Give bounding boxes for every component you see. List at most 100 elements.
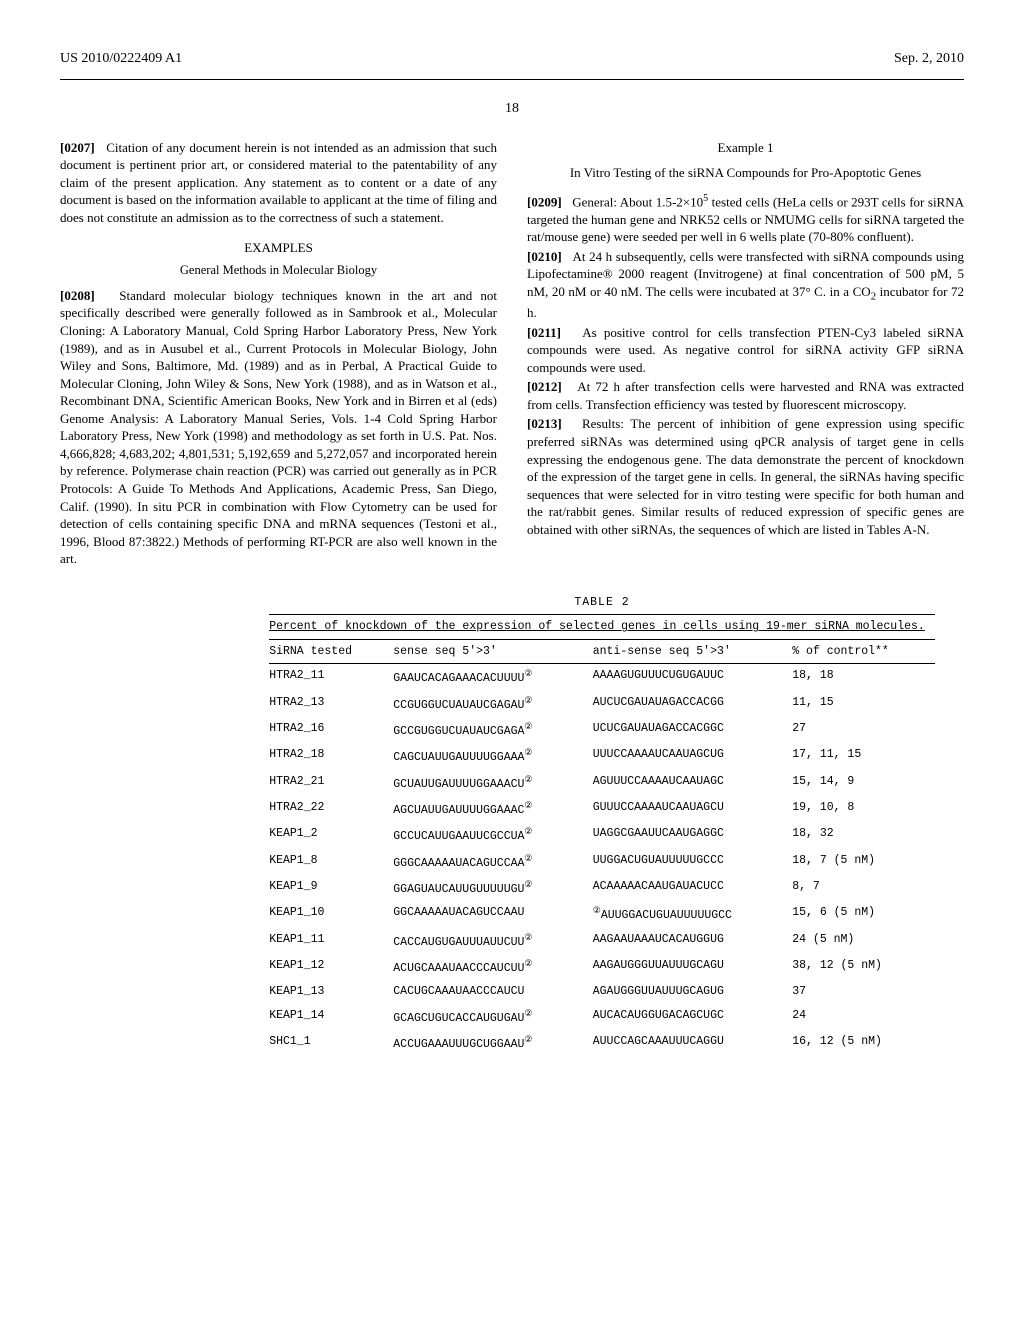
table-row: KEAP1_13CACUGCAAAUAACCCAUCUAGAUGGGUUAUUU… — [269, 980, 935, 1004]
cell-pct: 19, 10, 8 — [792, 796, 935, 822]
para-number: [0212] — [527, 379, 562, 394]
cell-pct: 15, 6 (5 nM) — [792, 901, 935, 927]
cell-name: KEAP1_11 — [269, 928, 393, 954]
table-row: KEAP1_12ACUGCAAAUAACCCAUCUU②AAGAUGGGUUAU… — [269, 954, 935, 980]
cell-antisense: AGUUUCCAAAAUCAAUAGC — [593, 770, 792, 796]
cell-pct: 17, 11, 15 — [792, 743, 935, 769]
cell-sense: AGCUAUUGAUUUUGGAAAC② — [393, 796, 592, 822]
cell-name: KEAP1_14 — [269, 1004, 393, 1030]
left-column: [0207] Citation of any document herein i… — [60, 139, 497, 570]
cell-antisense: AGAUGGGUUAUUUGCAGUG — [593, 980, 792, 1004]
cell-antisense: GUUUCCAAAAUCAAUAGCU — [593, 796, 792, 822]
table-row: HTRA2_16GCCGUGGUCUAUAUCGAGA②UCUCGAUAUAGA… — [269, 717, 935, 743]
cell-sense: GGCAAAAAUACAGUCCAAU — [393, 901, 592, 927]
cell-pct: 24 (5 nM) — [792, 928, 935, 954]
para-text: At 72 h after transfection cells were ha… — [527, 379, 964, 412]
cell-name: HTRA2_11 — [269, 664, 393, 691]
table-row: HTRA2_18CAGCUAUUGAUUUUGGAAA②UUUCCAAAAUCA… — [269, 743, 935, 769]
example-1-title: Example 1 — [527, 139, 964, 157]
cell-sense: GCUAUUGAUUUUGGAAACU② — [393, 770, 592, 796]
cell-name: KEAP1_13 — [269, 980, 393, 1004]
table-row: KEAP1_8GGGCAAAAAUACAGUCCAA②UUGGACUGUAUUU… — [269, 849, 935, 875]
cell-sense: GCCUCAUUGAAUUCGCCUA② — [393, 822, 592, 848]
table-label: TABLE 2 — [240, 595, 964, 611]
para-text-a: General: About 1.5-2×10 — [572, 194, 703, 209]
cell-antisense: ②AUUGGACUGUAUUUUUGCC — [593, 901, 792, 927]
para-number: [0210] — [527, 249, 562, 264]
cell-pct: 24 — [792, 1004, 935, 1030]
para-0211: [0211] As positive control for cells tra… — [527, 324, 964, 377]
cell-sense: ACUGCAAAUAACCCAUCUU② — [393, 954, 592, 980]
header-rule — [60, 79, 964, 80]
cell-name: KEAP1_2 — [269, 822, 393, 848]
sirna-table: Percent of knockdown of the expression o… — [269, 614, 935, 1056]
cell-pct: 16, 12 (5 nM) — [792, 1030, 935, 1056]
col-antisense: anti-sense seq 5'>3' — [593, 639, 792, 664]
para-number: [0208] — [60, 288, 95, 303]
cell-name: HTRA2_21 — [269, 770, 393, 796]
cell-pct: 27 — [792, 717, 935, 743]
cell-sense: ACCUGAAAUUUGCUGGAAU② — [393, 1030, 592, 1056]
publication-number: US 2010/0222409 A1 — [60, 50, 182, 69]
para-text: Standard molecular biology techniques kn… — [60, 288, 497, 566]
para-0208: [0208] Standard molecular biology techni… — [60, 287, 497, 568]
col-sirna: SiRNA tested — [269, 639, 393, 664]
table-row: HTRA2_11GAAUCACAGAAACACUUUU②AAAAGUGUUUCU… — [269, 664, 935, 691]
table-row: HTRA2_21GCUAUUGAUUUUGGAAACU②AGUUUCCAAAAU… — [269, 770, 935, 796]
para-text: As positive control for cells transfecti… — [527, 325, 964, 375]
table-row: HTRA2_13CCGUGGUCUAUAUCGAGAU②AUCUCGAUAUAG… — [269, 691, 935, 717]
example-1-subtitle: In Vitro Testing of the siRNA Compounds … — [527, 164, 964, 182]
table-row: KEAP1_9GGAGUAUCAUUGUUUUUGU②ACAAAAACAAUGA… — [269, 875, 935, 901]
para-number: [0207] — [60, 140, 95, 155]
para-0213: [0213] Results: The percent of inhibitio… — [527, 415, 964, 538]
para-number: [0209] — [527, 194, 562, 209]
para-0207: [0207] Citation of any document herein i… — [60, 139, 497, 227]
cell-sense: GCCGUGGUCUAUAUCGAGA② — [393, 717, 592, 743]
cell-antisense: AUCACAUGGUGACAGCUGC — [593, 1004, 792, 1030]
cell-pct: 37 — [792, 980, 935, 1004]
cell-name: KEAP1_9 — [269, 875, 393, 901]
cell-sense: CACCAUGUGAUUUAUUCUU② — [393, 928, 592, 954]
page-number: 18 — [60, 100, 964, 119]
cell-antisense: AAGAAUAAAUCACAUGGUG — [593, 928, 792, 954]
cell-antisense: UCUCGAUAUAGACCACGGC — [593, 717, 792, 743]
para-0209: [0209] General: About 1.5-2×105 tested c… — [527, 192, 964, 246]
col-pct: % of control** — [792, 639, 935, 664]
table-row: HTRA2_22AGCUAUUGAUUUUGGAAAC②GUUUCCAAAAUC… — [269, 796, 935, 822]
cell-pct: 8, 7 — [792, 875, 935, 901]
cell-name: KEAP1_12 — [269, 954, 393, 980]
page-header: US 2010/0222409 A1 Sep. 2, 2010 — [60, 50, 964, 69]
cell-name: SHC1_1 — [269, 1030, 393, 1056]
right-column: Example 1 In Vitro Testing of the siRNA … — [527, 139, 964, 570]
cell-name: HTRA2_13 — [269, 691, 393, 717]
cell-name: HTRA2_16 — [269, 717, 393, 743]
table-caption: Percent of knockdown of the expression o… — [269, 615, 935, 640]
cell-sense: CCGUGGUCUAUAUCGAGAU② — [393, 691, 592, 717]
table-row: KEAP1_11CACCAUGUGAUUUAUUCUU②AAGAAUAAAUCA… — [269, 928, 935, 954]
col-sense: sense seq 5'>3' — [393, 639, 592, 664]
cell-pct: 18, 18 — [792, 664, 935, 691]
caption-text: Percent of knockdown of the expression o… — [269, 620, 925, 633]
cell-name: HTRA2_22 — [269, 796, 393, 822]
table-row: SHC1_1ACCUGAAAUUUGCUGGAAU②AUUCCAGCAAAUUU… — [269, 1030, 935, 1056]
table-row: KEAP1_10GGCAAAAAUACAGUCCAAU②AUUGGACUGUAU… — [269, 901, 935, 927]
publication-date: Sep. 2, 2010 — [894, 50, 964, 69]
cell-name: KEAP1_8 — [269, 849, 393, 875]
para-text: Results: The percent of inhibition of ge… — [527, 416, 964, 536]
cell-antisense: AUUCCAGCAAAUUUCAGGU — [593, 1030, 792, 1056]
two-column-layout: [0207] Citation of any document herein i… — [60, 139, 964, 570]
cell-pct: 11, 15 — [792, 691, 935, 717]
cell-pct: 18, 32 — [792, 822, 935, 848]
para-0210: [0210] At 24 h subsequently, cells were … — [527, 248, 964, 322]
cell-sense: GAAUCACAGAAACACUUUU② — [393, 664, 592, 691]
table-row: KEAP1_14GCAGCUGUCACCAUGUGAU②AUCACAUGGUGA… — [269, 1004, 935, 1030]
cell-pct: 38, 12 (5 nM) — [792, 954, 935, 980]
general-methods-heading: General Methods in Molecular Biology — [60, 262, 497, 279]
table-row: KEAP1_2GCCUCAUUGAAUUCGCCUA②UAGGCGAAUUCAA… — [269, 822, 935, 848]
cell-sense: GCAGCUGUCACCAUGUGAU② — [393, 1004, 592, 1030]
cell-antisense: AAAAGUGUUUCUGUGAUUC — [593, 664, 792, 691]
cell-antisense: UUUCCAAAAUCAAUAGCUG — [593, 743, 792, 769]
cell-antisense: UUGGACUGUAUUUUUGCCC — [593, 849, 792, 875]
cell-sense: CAGCUAUUGAUUUUGGAAA② — [393, 743, 592, 769]
examples-heading: EXAMPLES — [60, 239, 497, 257]
